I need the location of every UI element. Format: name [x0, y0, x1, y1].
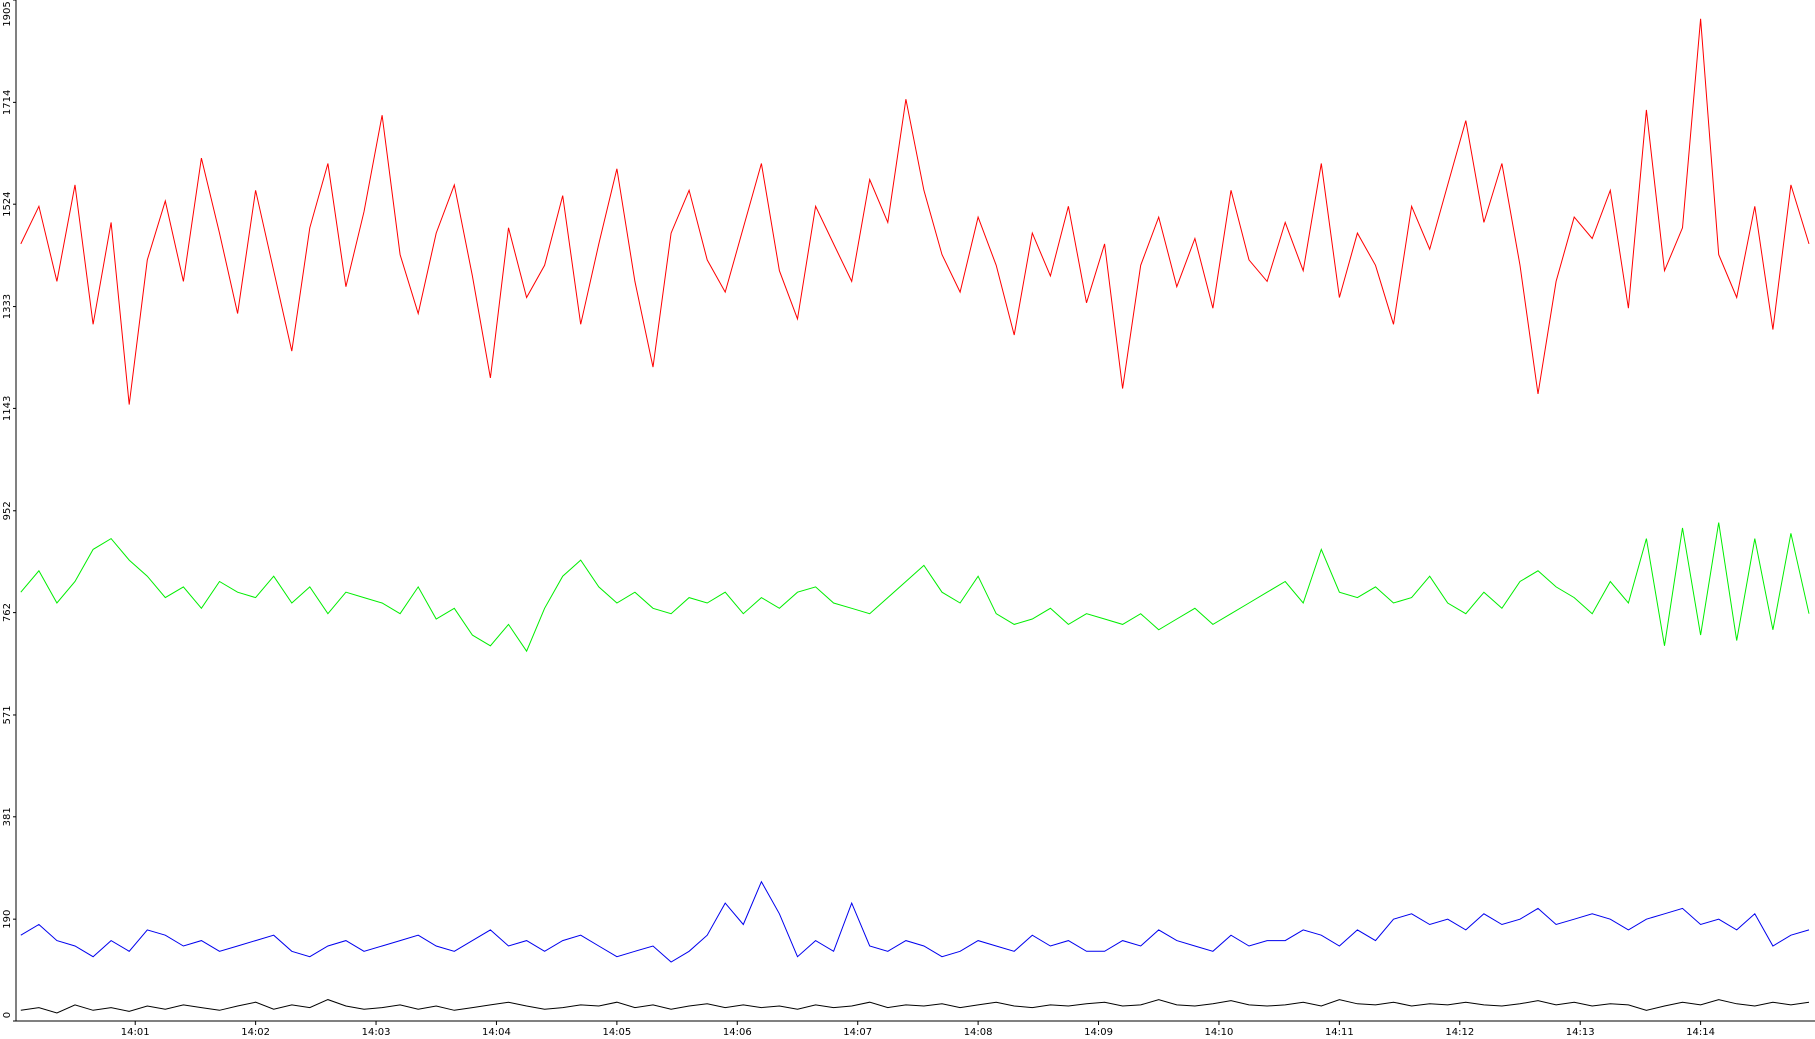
- x-tick-label: 14:12: [1445, 1027, 1474, 1038]
- x-tick-label: 14:03: [362, 1027, 391, 1038]
- x-tick-label: 14:07: [843, 1027, 872, 1038]
- series-line: [20, 880, 1810, 963]
- x-tick-label: 14:02: [241, 1027, 270, 1038]
- y-tick-label: 1333: [2, 294, 13, 319]
- x-tick-label: 14:09: [1084, 1027, 1113, 1038]
- y-tick-label: 1143: [2, 396, 13, 421]
- y-tick-label: 1524: [2, 191, 13, 216]
- y-tick-label: 571: [2, 705, 13, 724]
- x-tick-label: 14:13: [1566, 1027, 1595, 1038]
- y-tick-label: 1714: [2, 90, 13, 115]
- y-tick-label: 1905: [2, 1, 13, 26]
- x-tick-label: 14:10: [1205, 1027, 1234, 1038]
- y-tick-label: 762: [2, 603, 13, 622]
- x-tick-label: 14:08: [964, 1027, 993, 1038]
- x-tick-label: 14:04: [482, 1027, 511, 1038]
- y-tick-label: 190: [2, 910, 13, 929]
- series-line: [20, 999, 1810, 1014]
- y-tick-label: 0: [2, 1012, 13, 1018]
- series-line: [20, 522, 1810, 653]
- series-line: [20, 18, 1810, 405]
- x-tick-label: 14:11: [1325, 1027, 1354, 1038]
- y-tick-label: 381: [2, 807, 13, 826]
- x-tick-label: 14:06: [723, 1027, 752, 1038]
- x-tick-label: 14:01: [121, 1027, 150, 1038]
- y-tick-label: 952: [2, 501, 13, 520]
- x-tick-label: 14:14: [1686, 1027, 1715, 1038]
- x-tick-label: 14:05: [602, 1027, 631, 1038]
